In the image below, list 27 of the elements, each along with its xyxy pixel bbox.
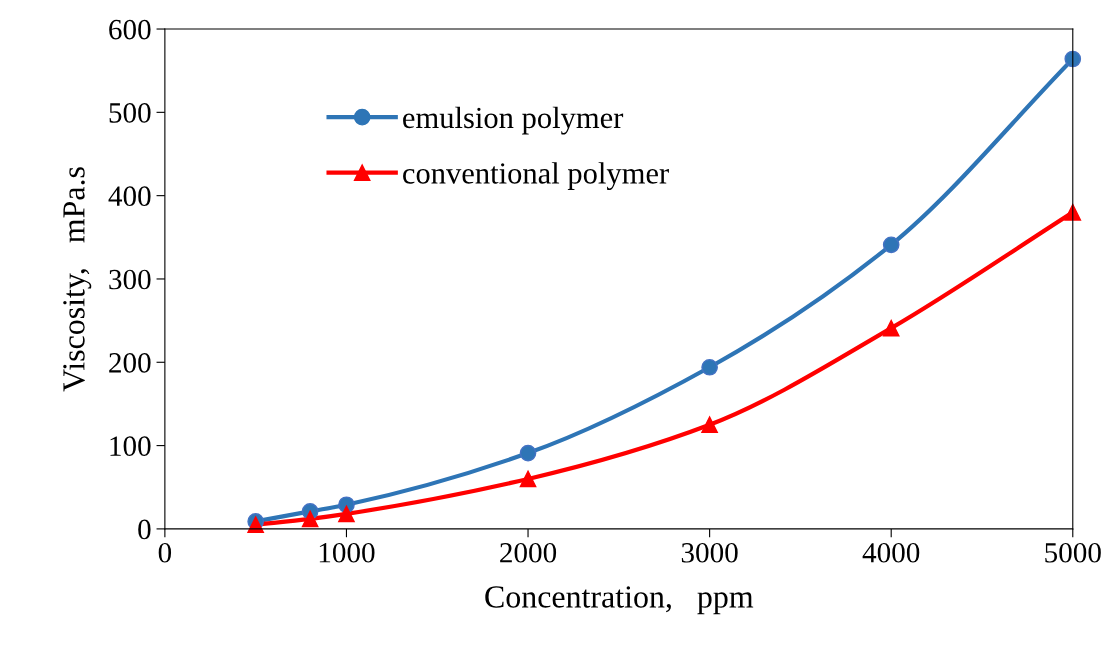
point bbox=[701, 358, 718, 376]
x-tick-label: 4000 bbox=[862, 542, 920, 563]
point bbox=[1064, 50, 1082, 68]
legend-label: emulsion polymer bbox=[403, 106, 624, 135]
x-tick-label: 3000 bbox=[681, 542, 738, 563]
point bbox=[301, 510, 319, 528]
x-tick-label: 2000 bbox=[500, 542, 557, 563]
x-tick-label: 1000 bbox=[319, 542, 375, 563]
point bbox=[519, 444, 537, 462]
y-tick-label: 300 bbox=[109, 269, 151, 290]
point bbox=[338, 505, 355, 523]
point bbox=[882, 236, 900, 254]
point bbox=[1064, 203, 1082, 221]
y-tick-label: 200 bbox=[109, 353, 151, 373]
y-axis-title: Viscosity, mPa.s bbox=[63, 167, 92, 392]
x-axis-title: Concentration, ppm bbox=[485, 586, 754, 615]
y-tick-label: 0 bbox=[138, 519, 151, 540]
x-tick-label: 5000 bbox=[1045, 542, 1101, 563]
y-tick-label: 100 bbox=[110, 436, 151, 456]
y-tick-label: 500 bbox=[109, 103, 151, 123]
y-tick-label: 600 bbox=[109, 19, 151, 40]
legend-label: conventional polymer bbox=[403, 162, 669, 190]
point bbox=[519, 470, 537, 488]
point bbox=[882, 319, 900, 337]
point bbox=[701, 416, 718, 434]
x-tick-label: 0 bbox=[158, 542, 172, 563]
y-tick-label: 400 bbox=[108, 186, 151, 207]
